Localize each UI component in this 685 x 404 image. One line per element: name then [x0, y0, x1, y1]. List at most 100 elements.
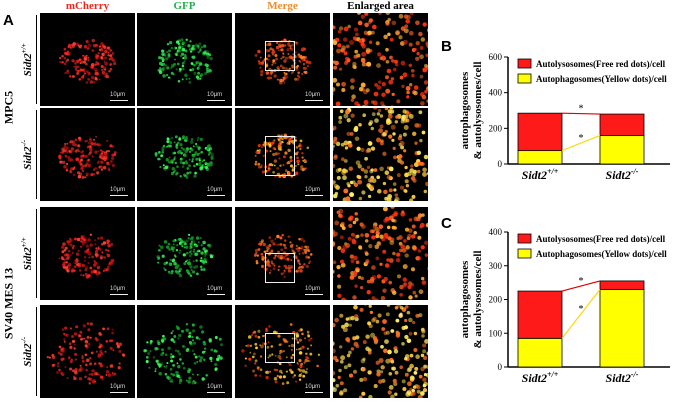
- y-tick-label: 200: [489, 295, 503, 305]
- scale-bar: [110, 100, 128, 101]
- y-tick-label: 400: [489, 227, 503, 237]
- scale-bar: [207, 392, 225, 393]
- row-bracket: [36, 110, 37, 199]
- scale-label: 10μm: [207, 92, 223, 98]
- x-tick-label-0: Sidt2+/+: [522, 370, 559, 385]
- zoom-box: [265, 41, 295, 71]
- scale-bar: [305, 294, 323, 295]
- y-tick-label: 100: [489, 328, 503, 338]
- bar-1-0: [599, 135, 645, 165]
- annotation-yellow: *: [579, 133, 584, 144]
- x-tick-label-0: Sidt2+/+: [522, 167, 559, 182]
- scale-bar: [305, 195, 323, 196]
- scale-label: 10μm: [305, 187, 321, 193]
- row-label-1: Sidt2-/-: [20, 139, 34, 170]
- micrograph-r2-c2: 10μm: [235, 207, 330, 300]
- scale-bar: [110, 294, 128, 295]
- scale-bar: [110, 195, 128, 196]
- row-label-2: Sidt2+/+: [20, 236, 34, 270]
- scale-bar: [207, 294, 225, 295]
- zoom-box: [265, 333, 295, 363]
- micrograph-r3-c3: [333, 305, 428, 398]
- y-tick-label: 600: [489, 52, 503, 62]
- bar-1-1: [599, 113, 645, 136]
- connector-yellow: [561, 134, 601, 152]
- x-tick-label-base: Sidt2: [522, 371, 547, 385]
- scale-label: 10μm: [207, 187, 223, 193]
- micrograph-r1-c0: 10μm: [40, 108, 135, 201]
- x-tick-label-sup: +/+: [547, 370, 559, 379]
- bar-1-0: [599, 288, 645, 368]
- column-header-3: Enlarged area: [347, 0, 414, 12]
- scale-bar: [207, 100, 225, 101]
- scale-label: 10μm: [305, 286, 321, 292]
- y-axis-label: autophagosomes& autolysosomes/cell: [459, 61, 484, 159]
- annotation-red: *: [579, 104, 584, 115]
- micrograph-r1-c2: 10μm: [235, 108, 330, 201]
- scale-label: 10μm: [110, 286, 126, 292]
- micrograph-r2-c1: 10μm: [137, 207, 232, 300]
- legend-label-1: Autophagosomes(Yellow dots)/cell: [536, 74, 667, 84]
- y-tick-label: 0: [498, 159, 503, 169]
- bar-0-0: [517, 337, 563, 368]
- connector-red: [561, 280, 601, 292]
- scale-bar: [305, 100, 323, 101]
- row-bracket: [36, 15, 37, 104]
- x-tick-label-1: Sidt2-/-: [606, 370, 639, 385]
- column-header-2: Merge: [267, 0, 298, 12]
- y-tick-label: 200: [489, 123, 503, 133]
- legend-swatch-0: [517, 58, 532, 69]
- micrograph-r0-c3: [333, 13, 428, 106]
- panel-a-letter: A: [3, 12, 14, 29]
- connector-yellow: [561, 289, 601, 339]
- panel-b-letter: B: [441, 38, 452, 55]
- y-tick-label: 300: [489, 261, 503, 271]
- micrograph-r3-c0: 10μm: [40, 305, 135, 398]
- scale-bar: [305, 392, 323, 393]
- micrograph-r0-c1: 10μm: [137, 13, 232, 106]
- y-axis-label-line1: autophagosomes: [459, 71, 471, 149]
- x-tick-label-sup: -/-: [631, 167, 639, 176]
- annotation-yellow: *: [579, 304, 584, 315]
- scale-bar: [110, 392, 128, 393]
- group-label-1: SV40 MES 13: [1, 267, 16, 339]
- y-axis-label: autophagosomes& autolysosomes/cell: [459, 250, 484, 348]
- micrograph-r3-c2: 10μm: [235, 305, 330, 398]
- annotation-red: *: [579, 276, 584, 287]
- row-bracket: [36, 307, 37, 396]
- scale-label: 10μm: [207, 286, 223, 292]
- y-axis-label-line1: autophagosomes: [459, 260, 471, 338]
- chart-b: autophagosomes& autolysosomes/cell 0 200 40…: [459, 52, 670, 182]
- y-tick-label: 0: [498, 362, 503, 372]
- x-tick-label-sup: +/+: [547, 167, 559, 176]
- scale-label: 10μm: [305, 92, 321, 98]
- zoom-box: [265, 136, 295, 176]
- y-axis-label-line2: & autolysosomes/cell: [472, 61, 484, 159]
- bar-1-1: [599, 280, 645, 290]
- x-tick-label-sup: -/-: [631, 370, 639, 379]
- scale-bar: [207, 195, 225, 196]
- y-tick-label: 400: [489, 88, 503, 98]
- scale-label: 10μm: [110, 384, 126, 390]
- column-header-0: mCherry: [65, 0, 110, 12]
- y-axis-label-line2: & autolysosomes/cell: [472, 250, 484, 348]
- bar-0-1: [517, 290, 563, 339]
- legend-label-0: Autolysosomes(Free red dots)/cell: [536, 234, 666, 244]
- micrograph-r0-c0: 10μm: [40, 13, 135, 106]
- x-tick-label-base: Sidt2: [606, 168, 631, 182]
- micrograph-r1-c3: [333, 108, 428, 201]
- bar-0-1: [517, 112, 563, 152]
- x-tick-label-base: Sidt2: [522, 168, 547, 182]
- group-label-0: MPC5: [1, 90, 16, 125]
- micrograph-r2-c0: 10μm: [40, 207, 135, 300]
- legend-swatch-1: [517, 248, 532, 259]
- bar-0-0: [517, 150, 563, 165]
- legend-swatch-1: [517, 73, 532, 84]
- connector-red: [561, 112, 601, 115]
- panel-c-letter: C: [441, 215, 452, 232]
- scale-label: 10μm: [207, 384, 223, 390]
- row-label-3: Sidt2-/-: [20, 336, 34, 367]
- micrograph-r1-c1: 10μm: [137, 108, 232, 201]
- legend-swatch-0: [517, 233, 532, 244]
- zoom-box: [265, 253, 295, 283]
